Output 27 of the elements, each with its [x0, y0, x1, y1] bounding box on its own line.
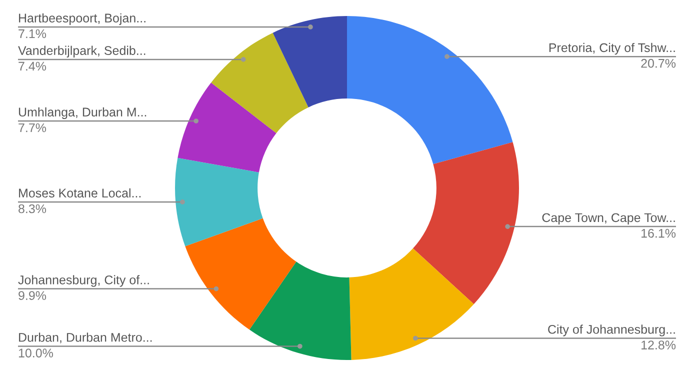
- donut-slice: [185, 218, 296, 330]
- donut-slice: [412, 142, 519, 304]
- data-label: 12.8%: [642, 340, 676, 350]
- donut-slice: [175, 158, 263, 246]
- data-label: 7.1%: [18, 29, 46, 38]
- slice-label: City of Johannesburg...: [548, 324, 675, 336]
- slice-label: Hartbeespoort, Bojan...: [19, 13, 146, 25]
- slice-label: Moses Kotane Local...: [19, 188, 141, 198]
- data-label: 10.0%: [18, 348, 53, 358]
- data-label: 7.4%: [18, 62, 46, 71]
- data-label: 7.7%: [18, 123, 46, 132]
- donut-slice: [211, 32, 308, 134]
- data-label: 8.3%: [18, 204, 46, 214]
- slice-label: Johannesburg, City of...: [18, 275, 149, 287]
- slice-label: Durban, Durban Metro...: [19, 332, 152, 344]
- slice-label: Cape Town, Cape Tow...: [542, 213, 675, 225]
- donut-slice: [178, 82, 276, 172]
- donut-slice: [347, 16, 513, 164]
- slice-label: Pretoria, City of Tshw...: [549, 42, 675, 55]
- donut-slice: [272, 16, 347, 108]
- slice-label: Umhlanga, Durban M...: [18, 107, 146, 119]
- slice-label: Vanderbijlpark, Sedib...: [18, 46, 146, 58]
- data-label: 16.1%: [642, 228, 676, 238]
- donut-slice: [349, 248, 474, 360]
- donut-slice: [249, 262, 352, 360]
- data-label: 9.9%: [18, 291, 46, 300]
- data-label: 20.7%: [641, 58, 676, 68]
